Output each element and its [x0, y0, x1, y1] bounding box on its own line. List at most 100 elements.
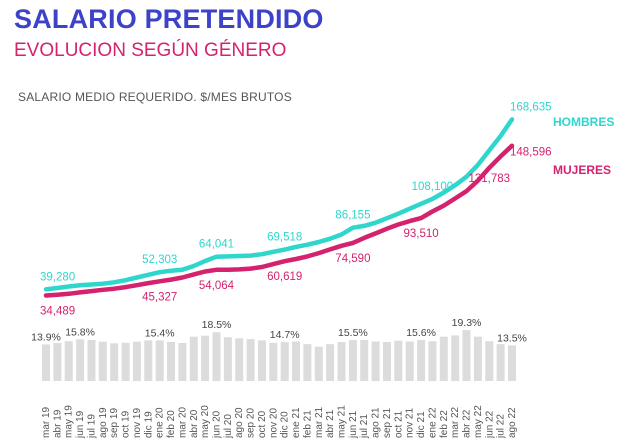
x-tick-label: jul 22: [496, 414, 507, 439]
x-tick-label: dic 19: [143, 411, 154, 438]
x-tick-label: ago 21: [371, 407, 382, 438]
x-tick-label: jul 20: [223, 414, 234, 439]
data-label-hombres: 52,303: [142, 254, 177, 266]
share-bar: [485, 341, 494, 381]
x-tick-label: jun 21: [348, 410, 359, 439]
x-tick-label: sep 19: [109, 408, 120, 438]
x-tick-label: ene 20: [155, 407, 166, 438]
share-bar-label: 15.6%: [406, 327, 436, 339]
share-bar-label: 13.5%: [497, 332, 527, 344]
share-bar: [451, 335, 460, 381]
share-bar: [508, 345, 516, 381]
share-bar: [292, 341, 300, 381]
share-bar: [462, 330, 471, 381]
x-tick-label: nov 19: [132, 408, 143, 438]
share-bar: [360, 339, 369, 381]
x-tick-label: feb 21: [302, 410, 313, 438]
x-tick-label: dic 21: [416, 411, 427, 438]
share-bar: [337, 342, 346, 381]
x-tick-label: dic 20: [280, 411, 291, 438]
share-bar: [269, 342, 278, 381]
data-label-mujeres: 54,064: [199, 280, 235, 292]
share-bar: [110, 343, 119, 381]
share-bar: [303, 344, 312, 381]
share-bar: [53, 343, 62, 381]
share-bar: [178, 343, 187, 381]
x-tick-label: jun 19: [75, 410, 86, 439]
share-bar: [314, 346, 323, 381]
x-tick-label: may 19: [64, 405, 75, 438]
share-bar: [98, 341, 107, 381]
share-bar: [326, 344, 335, 381]
share-bar: [428, 341, 437, 381]
data-label-hombres: 69,518: [267, 232, 302, 244]
share-bar: [121, 342, 130, 381]
share-bar: [258, 340, 266, 381]
share-bar-label: 13.9%: [31, 331, 61, 343]
x-tick-label: ago 19: [98, 407, 109, 438]
share-bar-label: 15.5%: [338, 327, 368, 339]
data-label-mujeres: 34,489: [40, 306, 75, 318]
share-bar: [42, 344, 50, 381]
data-label-hombres: 39,280: [40, 271, 75, 283]
x-tick-label: nov 20: [268, 408, 279, 438]
share-bar: [280, 342, 289, 381]
x-tick-label: abr 21: [325, 409, 336, 438]
data-label-mujeres: 74,590: [335, 253, 370, 265]
share-bar: [87, 339, 96, 381]
share-bar-label: 19.3%: [452, 317, 482, 329]
x-tick-label: may 21: [337, 405, 348, 438]
share-bar: [132, 341, 141, 381]
share-bar: [394, 340, 403, 381]
share-bar: [246, 339, 255, 381]
chart-unit-note: SALARIO MEDIO REQUERIDO. $/MES BRUTOS: [18, 90, 292, 104]
series-line-mujeres: [43, 143, 515, 298]
data-label-hombres: 64,041: [199, 239, 234, 251]
share-bar: [144, 340, 153, 381]
x-tick-label: jul 19: [87, 414, 98, 439]
share-bar: [405, 341, 414, 381]
data-label-mujeres: 93,510: [404, 228, 439, 240]
share-bar: [348, 340, 357, 381]
data-label-mujeres: 131,783: [469, 173, 511, 185]
x-tick-label: abr 19: [52, 409, 63, 438]
data-label-hombres: 168,635: [510, 101, 552, 113]
x-tick-label: oct 19: [121, 410, 132, 438]
x-tick-label: may 20: [200, 405, 211, 438]
x-tick-label: jul 21: [359, 414, 370, 439]
x-tick-label: oct 21: [393, 410, 404, 438]
x-tick-label: jun 22: [484, 410, 495, 439]
x-tick-label: jun 20: [212, 410, 223, 439]
share-bar: [473, 336, 482, 381]
share-bar: [155, 340, 164, 381]
share-bar: [64, 341, 73, 381]
share-bar-label: 14.7%: [270, 329, 300, 341]
legend-mujeres: MUJERES: [553, 163, 611, 177]
x-tick-label: nov 21: [405, 408, 416, 438]
data-label-mujeres: 45,327: [142, 291, 177, 303]
share-bar: [439, 336, 448, 381]
x-tick-label: sep 20: [246, 408, 257, 438]
x-tick-label: feb 20: [166, 410, 177, 438]
share-bar: [371, 341, 380, 381]
data-label-hombres: 108,100: [412, 181, 454, 193]
x-tick-label: ago 22: [507, 407, 518, 438]
share-bar: [167, 342, 175, 381]
share-bar-label: 15.4%: [145, 327, 175, 339]
share-bar: [201, 335, 210, 381]
x-tick-label: mar 22: [450, 406, 461, 438]
x-tick-label: may 22: [473, 405, 484, 438]
x-tick-label: sep 21: [382, 408, 393, 438]
share-bar: [76, 339, 85, 381]
legend-hombres: HOMBRES: [553, 115, 614, 129]
share-bar: [189, 336, 198, 381]
x-tick-label: ene 21: [291, 407, 302, 438]
share-bar: [223, 337, 232, 381]
data-label-mujeres: 60,619: [267, 271, 302, 283]
x-tick-label: oct 20: [257, 410, 268, 438]
x-tick-label: ago 20: [234, 407, 245, 438]
x-tick-label: feb 22: [439, 410, 450, 438]
x-tick-label: mar 19: [41, 406, 52, 438]
x-tick-label: mar 21: [314, 406, 325, 438]
